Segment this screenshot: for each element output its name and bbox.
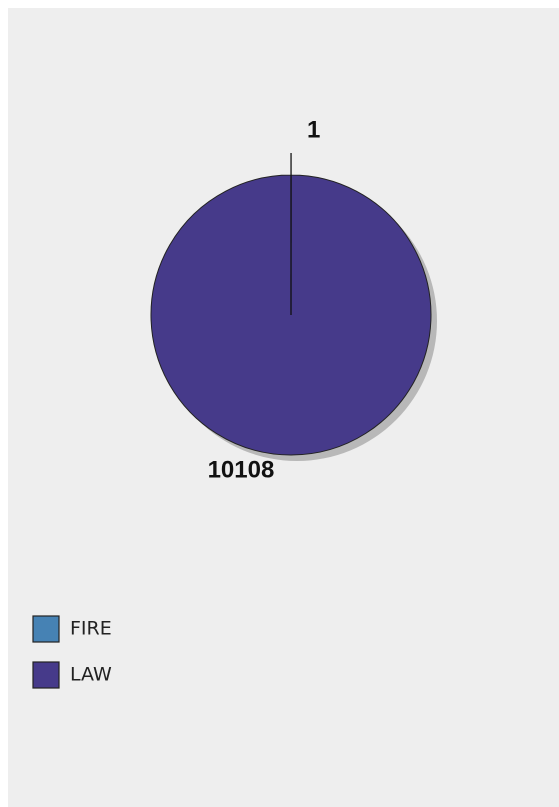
legend-swatch: [32, 661, 60, 689]
legend-swatch: [32, 615, 60, 643]
value-label: 10108: [208, 456, 275, 483]
legend-label: FIRE: [70, 618, 112, 640]
legend-label: LAW: [70, 664, 112, 686]
value-label: 1: [307, 116, 320, 143]
